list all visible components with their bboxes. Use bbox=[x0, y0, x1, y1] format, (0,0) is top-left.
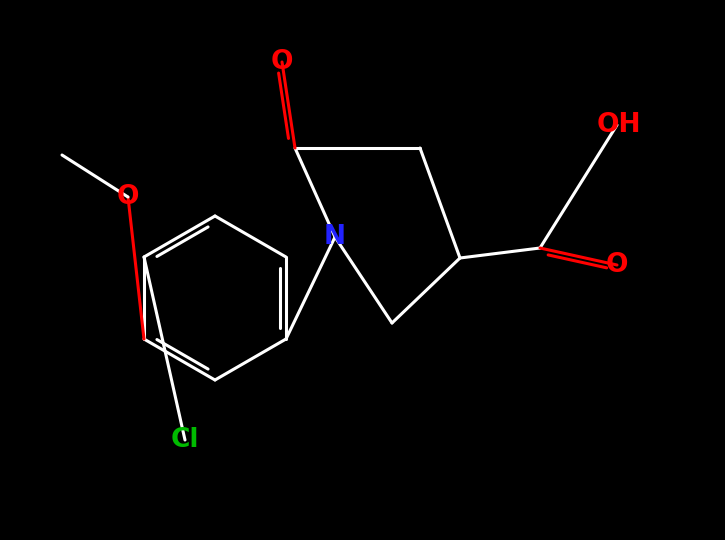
Text: N: N bbox=[324, 224, 346, 250]
Text: O: O bbox=[606, 252, 629, 278]
Text: O: O bbox=[117, 184, 139, 210]
Text: Cl: Cl bbox=[171, 427, 199, 453]
Text: OH: OH bbox=[597, 112, 641, 138]
Text: O: O bbox=[270, 49, 293, 75]
